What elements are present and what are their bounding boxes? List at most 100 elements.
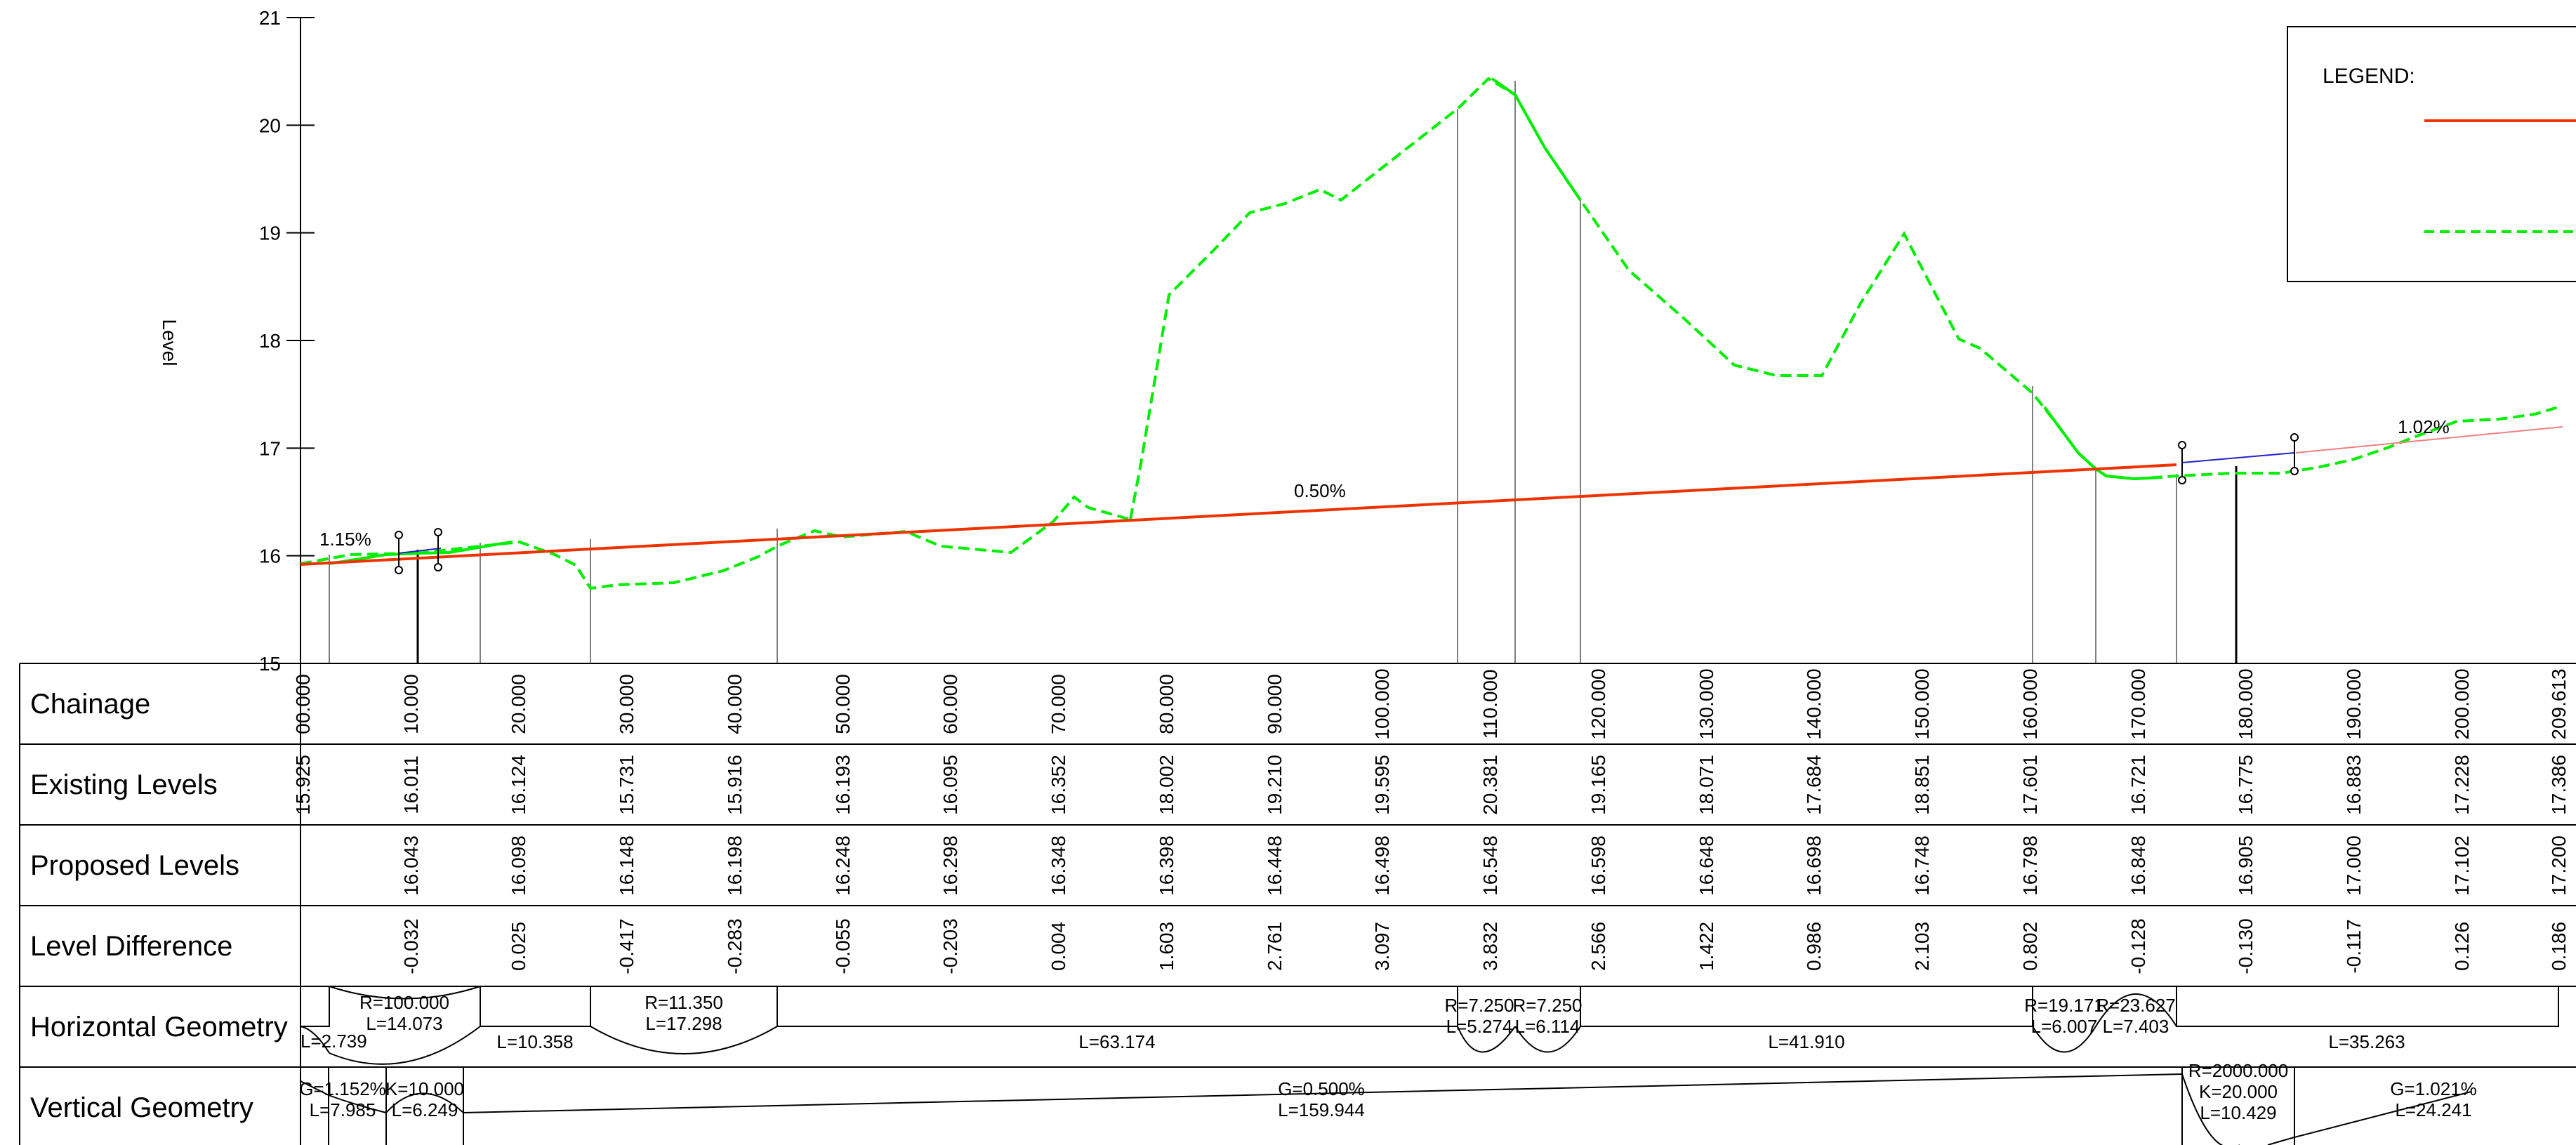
- cell-proposed: 17.102: [2451, 835, 2473, 896]
- horizontal-geometry-label: R=23.627: [2096, 995, 2175, 1016]
- cell-chainage: 70.000: [1048, 674, 1069, 734]
- cell-existing: 17.684: [1803, 755, 1825, 815]
- cell-existing: 16.721: [2127, 755, 2149, 815]
- horizontal-geometry-label: L=6.114: [1515, 1016, 1580, 1037]
- horizontal-geometry-label: L=10.358: [496, 1031, 573, 1052]
- cell-proposed: 16.548: [1479, 835, 1501, 896]
- level-tick-label: 20: [259, 114, 281, 136]
- cell-difference: 2.103: [1911, 922, 1933, 971]
- cell-difference: 0.025: [508, 922, 529, 971]
- cell-chainage: 10.000: [400, 674, 422, 734]
- cell-chainage: 140.000: [1803, 668, 1825, 739]
- cell-existing: 16.124: [508, 755, 529, 815]
- cell-proposed: 16.448: [1264, 835, 1286, 896]
- horizontal-geometry-label: L=63.174: [1078, 1031, 1155, 1052]
- row-label-difference: Level Difference: [30, 931, 232, 962]
- cell-difference: 0.986: [1803, 922, 1825, 971]
- cell-chainage: 150.000: [1911, 668, 1933, 739]
- horizontal-geometry-label: L=5.274: [1446, 1016, 1513, 1037]
- cell-chainage: 120.000: [1587, 668, 1609, 739]
- cell-difference: -0.203: [939, 918, 961, 974]
- table-cells: 00.000 15.925 10.000 16.011 16.043 -0.032 20.0…: [292, 668, 2570, 974]
- geometry-segment-end: [2181, 452, 2295, 463]
- cell-chainage: 200.000: [2451, 668, 2473, 739]
- horizontal-geometry-label: R=19.171: [2024, 995, 2103, 1016]
- cell-existing: 16.883: [2343, 755, 2365, 815]
- vertical-geometry-label: G=0.500%: [1278, 1078, 1365, 1099]
- row-label-proposed: Proposed Levels: [30, 850, 239, 881]
- cell-chainage: 180.000: [2235, 668, 2257, 739]
- vertical-geometry-label: L=24.241: [2395, 1099, 2471, 1120]
- cell-existing: 17.386: [2548, 755, 2570, 815]
- vertical-geometry-label: R=2000.000: [2188, 1060, 2288, 1081]
- cell-proposed: 16.043: [400, 835, 422, 896]
- cell-proposed: 16.798: [2019, 835, 2041, 896]
- horizontal-geometry-label: L=6.007: [2031, 1016, 2098, 1037]
- cell-existing: 16.193: [832, 755, 854, 815]
- horizontal-geometry-label: L=2.739: [300, 1031, 367, 1052]
- cell-proposed: 16.198: [724, 835, 746, 896]
- cell-proposed: 16.148: [616, 835, 638, 896]
- cell-proposed: 16.348: [1048, 835, 1069, 896]
- data-table: Chainage Existing Levels Proposed Levels…: [19, 663, 2576, 1145]
- cell-difference: 3.097: [1371, 922, 1393, 971]
- row-label-horizontal: Horizontal Geometry: [30, 1012, 288, 1043]
- horizontal-geometry-label: R=11.350: [645, 992, 723, 1013]
- cell-chainage: 160.000: [2019, 668, 2041, 739]
- cell-existing: 18.071: [1696, 755, 1717, 815]
- horizontal-geometry-label: L=7.403: [2103, 1016, 2169, 1037]
- cell-proposed: 16.248: [832, 835, 854, 896]
- cell-difference: 3.832: [1479, 922, 1501, 971]
- cell-existing: 19.595: [1371, 755, 1393, 815]
- grade-label-end: 1.02%: [2398, 416, 2450, 437]
- horizontal-geometry-band: [300, 986, 2559, 1065]
- row-label-vertical: Vertical Geometry: [30, 1092, 253, 1123]
- cell-chainage: 209.613: [2548, 668, 2570, 739]
- cell-difference: 0.186: [2548, 922, 2570, 971]
- cell-difference: 1.422: [1696, 922, 1717, 971]
- cell-existing: 17.601: [2019, 755, 2041, 815]
- cell-proposed: 16.648: [1696, 835, 1717, 896]
- vertical-geometry-label: L=159.944: [1278, 1099, 1365, 1120]
- vertical-geometry-band: [300, 1067, 2472, 1145]
- grade-extension-line: [2295, 426, 2563, 454]
- level-tick-label: 18: [259, 330, 281, 352]
- chainage-verticals: [329, 81, 2238, 663]
- cell-existing: 16.095: [939, 755, 961, 815]
- geometry-segment-start: [398, 548, 442, 554]
- cell-chainage: 90.000: [1264, 674, 1286, 734]
- cell-proposed: 16.905: [2235, 835, 2257, 896]
- vertical-geometry-label: L=7.985: [310, 1099, 376, 1120]
- cell-difference: 1.603: [1156, 922, 1177, 971]
- cell-proposed: 16.398: [1156, 835, 1177, 896]
- geometry-markers: [395, 433, 2299, 574]
- cell-existing: 16.011: [400, 755, 422, 814]
- cell-existing: 19.165: [1587, 755, 1609, 815]
- cell-proposed: 16.298: [939, 835, 961, 896]
- cell-chainage: 60.000: [939, 674, 961, 734]
- proposed-profile: [300, 426, 2563, 566]
- level-tick-label: 16: [259, 545, 281, 567]
- horizontal-geometry-label: R=7.250: [1512, 995, 1582, 1016]
- cell-difference: -0.130: [2235, 918, 2257, 974]
- vertical-geometry-label: L=6.249: [392, 1099, 458, 1120]
- cell-existing: 17.228: [2451, 755, 2473, 815]
- horizontal-geometry-label: R=100.000: [359, 992, 449, 1013]
- cell-difference: -0.055: [832, 918, 854, 974]
- cell-proposed: 16.098: [508, 835, 529, 896]
- cell-proposed: 17.200: [2548, 835, 2570, 896]
- row-label-existing: Existing Levels: [30, 769, 218, 800]
- cell-proposed: 16.848: [2127, 835, 2149, 896]
- cell-chainage: 20.000: [508, 674, 529, 734]
- cell-existing: 15.731: [616, 755, 638, 815]
- vertical-geometry-label: L=10.429: [2200, 1102, 2276, 1123]
- cell-chainage: 170.000: [2127, 668, 2149, 739]
- legend: LEGEND:: [2287, 26, 2576, 282]
- cell-existing: 19.210: [1264, 755, 1286, 815]
- cell-proposed: 16.748: [1911, 835, 1933, 896]
- cell-chainage: 190.000: [2343, 668, 2365, 739]
- cell-existing: 18.851: [1911, 755, 1933, 815]
- cell-chainage: 50.000: [832, 674, 854, 734]
- cell-difference: -0.283: [724, 918, 746, 974]
